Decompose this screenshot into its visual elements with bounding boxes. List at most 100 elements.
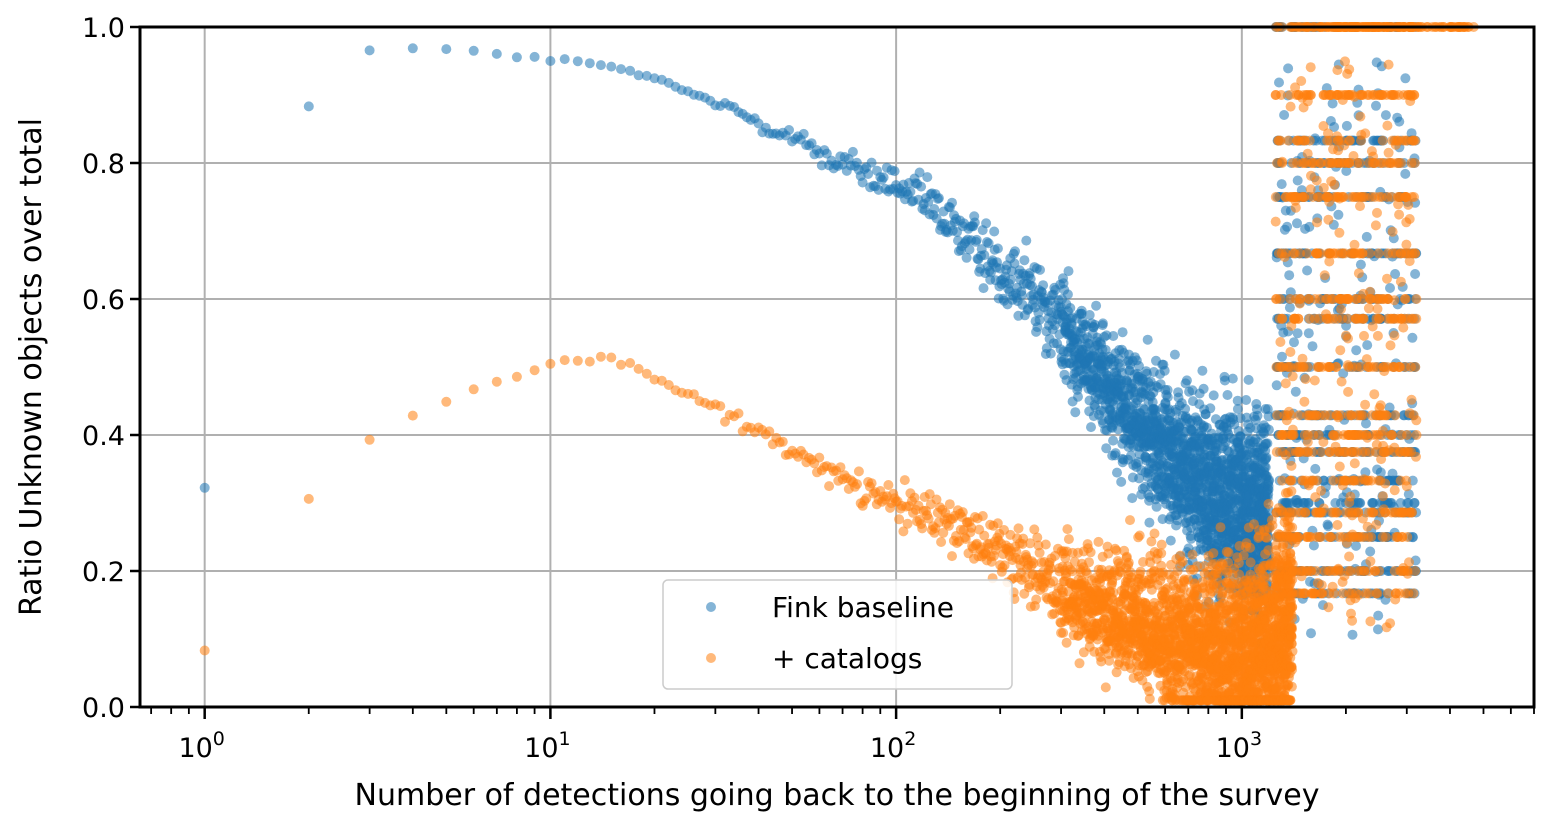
- data-point: [595, 351, 606, 362]
- data-point: [1307, 341, 1318, 352]
- data-point: [1279, 224, 1290, 235]
- data-point: [1009, 258, 1020, 269]
- data-point: [1142, 334, 1153, 345]
- data-point: [1034, 314, 1045, 325]
- data-point: [1093, 536, 1104, 547]
- data-point: [947, 551, 957, 562]
- data-point: [364, 45, 375, 56]
- data-point: [917, 523, 928, 534]
- data-point: [1116, 476, 1127, 487]
- data-point: [1125, 515, 1135, 526]
- data-point: [866, 157, 877, 168]
- data-point: [1110, 448, 1121, 459]
- data-point: [1263, 424, 1274, 435]
- data-point: [1135, 566, 1146, 577]
- data-point: [1362, 340, 1373, 351]
- data-point: [1112, 467, 1122, 478]
- data-point: [944, 499, 955, 510]
- data-point: [1165, 535, 1176, 546]
- data-point: [1062, 289, 1073, 300]
- data-point: [199, 645, 210, 656]
- data-point: [1149, 528, 1160, 539]
- data-point: [1355, 259, 1366, 270]
- data-point: [936, 537, 947, 547]
- data-point: [1097, 318, 1108, 329]
- data-point: [989, 226, 1000, 237]
- data-point: [853, 466, 864, 477]
- data-point: [1197, 365, 1208, 376]
- data-point: [1169, 349, 1180, 360]
- data-point: [1063, 534, 1074, 545]
- data-point: [572, 56, 583, 67]
- data-point: [407, 410, 418, 421]
- data-point: [1208, 548, 1219, 559]
- data-point: [1245, 542, 1255, 553]
- data-point: [1156, 548, 1167, 559]
- data-point: [1284, 302, 1295, 313]
- data-point: [511, 52, 522, 63]
- data-point: [1091, 300, 1102, 311]
- data-point: [1264, 474, 1274, 485]
- data-point: [1045, 348, 1056, 359]
- data-point: [1076, 308, 1087, 319]
- data-point: [1187, 549, 1198, 560]
- data-point: [1403, 498, 1414, 508]
- data-point: [847, 146, 858, 157]
- data-point: [1021, 235, 1032, 246]
- data-point: [441, 44, 452, 55]
- data-point: [559, 54, 570, 65]
- data-point: [1232, 404, 1243, 414]
- data-point: [303, 101, 314, 112]
- data-point: [971, 234, 982, 245]
- data-point: [914, 167, 925, 178]
- data-point: [1074, 658, 1085, 669]
- data-point: [1133, 360, 1144, 371]
- data-point: [992, 243, 1003, 254]
- data-point: [1241, 395, 1252, 405]
- data-point: [964, 244, 975, 255]
- data-point: [969, 217, 980, 228]
- data-point: [1010, 246, 1020, 257]
- data-point: [407, 43, 418, 54]
- data-point: [981, 218, 992, 229]
- data-point: [1400, 73, 1411, 84]
- data-point: [1144, 693, 1155, 704]
- data-point: [1034, 547, 1045, 558]
- data-point: [1290, 386, 1301, 397]
- data-point: [1306, 628, 1316, 639]
- data-point: [816, 160, 827, 171]
- data-point: [1351, 345, 1362, 356]
- data-point: [545, 56, 556, 66]
- data-point: [616, 359, 626, 370]
- data-point: [1198, 383, 1209, 394]
- data-point: [559, 355, 570, 366]
- data-point: [1394, 116, 1405, 127]
- data-point: [863, 169, 874, 179]
- data-point: [1005, 274, 1016, 285]
- data-point: [1252, 410, 1263, 421]
- data-point: [1070, 407, 1081, 418]
- data-point: [1016, 290, 1027, 301]
- data-point: [641, 70, 652, 81]
- data-point: [1276, 179, 1287, 190]
- data-point: [977, 511, 988, 521]
- data-point: [1323, 521, 1334, 532]
- data-point: [784, 125, 794, 135]
- data-point: [1108, 435, 1119, 446]
- data-point: [978, 283, 989, 294]
- data-point: [1117, 327, 1128, 338]
- data-point: [824, 481, 835, 492]
- data-point: [1380, 110, 1391, 121]
- data-point: [1385, 283, 1395, 293]
- data-point: [625, 358, 636, 368]
- data-point: [595, 60, 606, 71]
- data-point: [983, 238, 994, 249]
- data-point: [1292, 175, 1303, 186]
- data-point: [529, 51, 540, 62]
- data-point: [1086, 422, 1096, 433]
- data-point: [947, 197, 957, 208]
- data-point: [1180, 403, 1191, 414]
- data-point: [1243, 374, 1254, 385]
- data-point: [1407, 332, 1418, 343]
